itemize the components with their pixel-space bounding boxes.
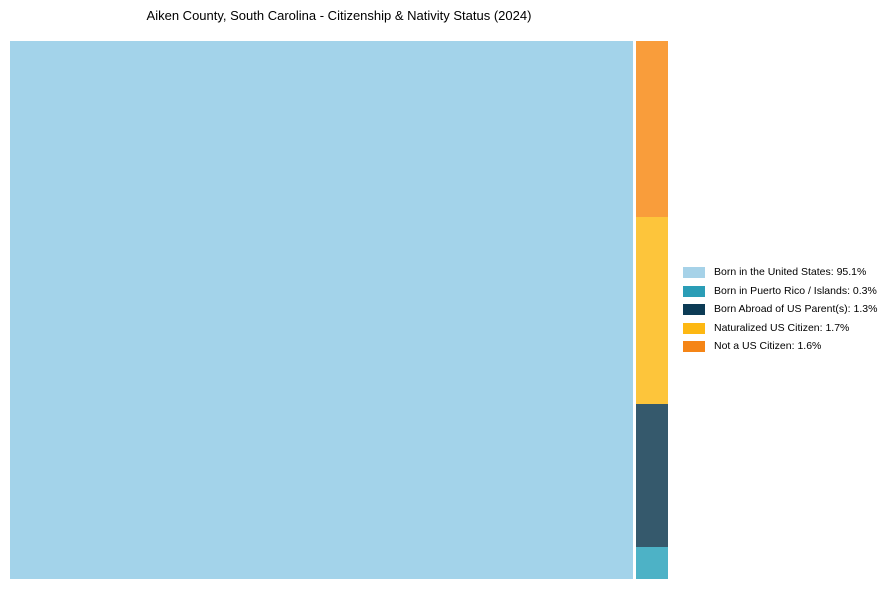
treemap-tile-not-a-us-citizen[interactable] — [636, 41, 668, 217]
legend-label: Naturalized US Citizen: 1.7% — [714, 321, 850, 334]
legend-swatch-icon — [683, 267, 705, 278]
legend-swatch-icon — [683, 285, 705, 297]
legend-item-born-abroad-of-us-parent-s[interactable]: Born Abroad of US Parent(s): 1.3% — [683, 303, 878, 316]
legend-label: Born in the United States: 95.1% — [714, 266, 867, 278]
legend-item-born-in-puerto-rico-islands[interactable]: Born in Puerto Rico / Islands: 0.3% — [683, 284, 877, 297]
legend-item-naturalized-us-citizen[interactable]: Naturalized US Citizen: 1.7% — [683, 321, 877, 334]
legend-label: Born Abroad of US Parent(s): 1.3% — [714, 303, 878, 316]
treemap-tile-born-abroad-of-us-parent-s[interactable] — [636, 404, 668, 547]
legend: Born in the United States: 95.1% Born in … — [683, 267, 878, 353]
legend-swatch-icon — [683, 341, 705, 353]
legend-item-born-in-the-united-states[interactable]: Born in the United States: 95.1% — [683, 267, 877, 278]
legend-label: Not a US Citizen: 1.6% — [714, 340, 822, 353]
legend-label: Born in Puerto Rico / Islands: 0.3% — [714, 284, 877, 297]
legend-swatch-icon — [683, 304, 705, 316]
treemap-tile-born-in-the-united-states[interactable] — [10, 41, 633, 579]
legend-item-not-a-us-citizen[interactable]: Not a US Citizen: 1.6% — [683, 340, 877, 353]
treemap-tile-born-in-puerto-rico-islands[interactable] — [636, 547, 668, 579]
chart-title: Aiken County, South Carolina - Citizensh… — [146, 8, 532, 23]
treemap-tile-naturalized-us-citizen[interactable] — [636, 217, 668, 404]
legend-swatch-icon — [683, 322, 705, 334]
treemap — [10, 41, 668, 579]
